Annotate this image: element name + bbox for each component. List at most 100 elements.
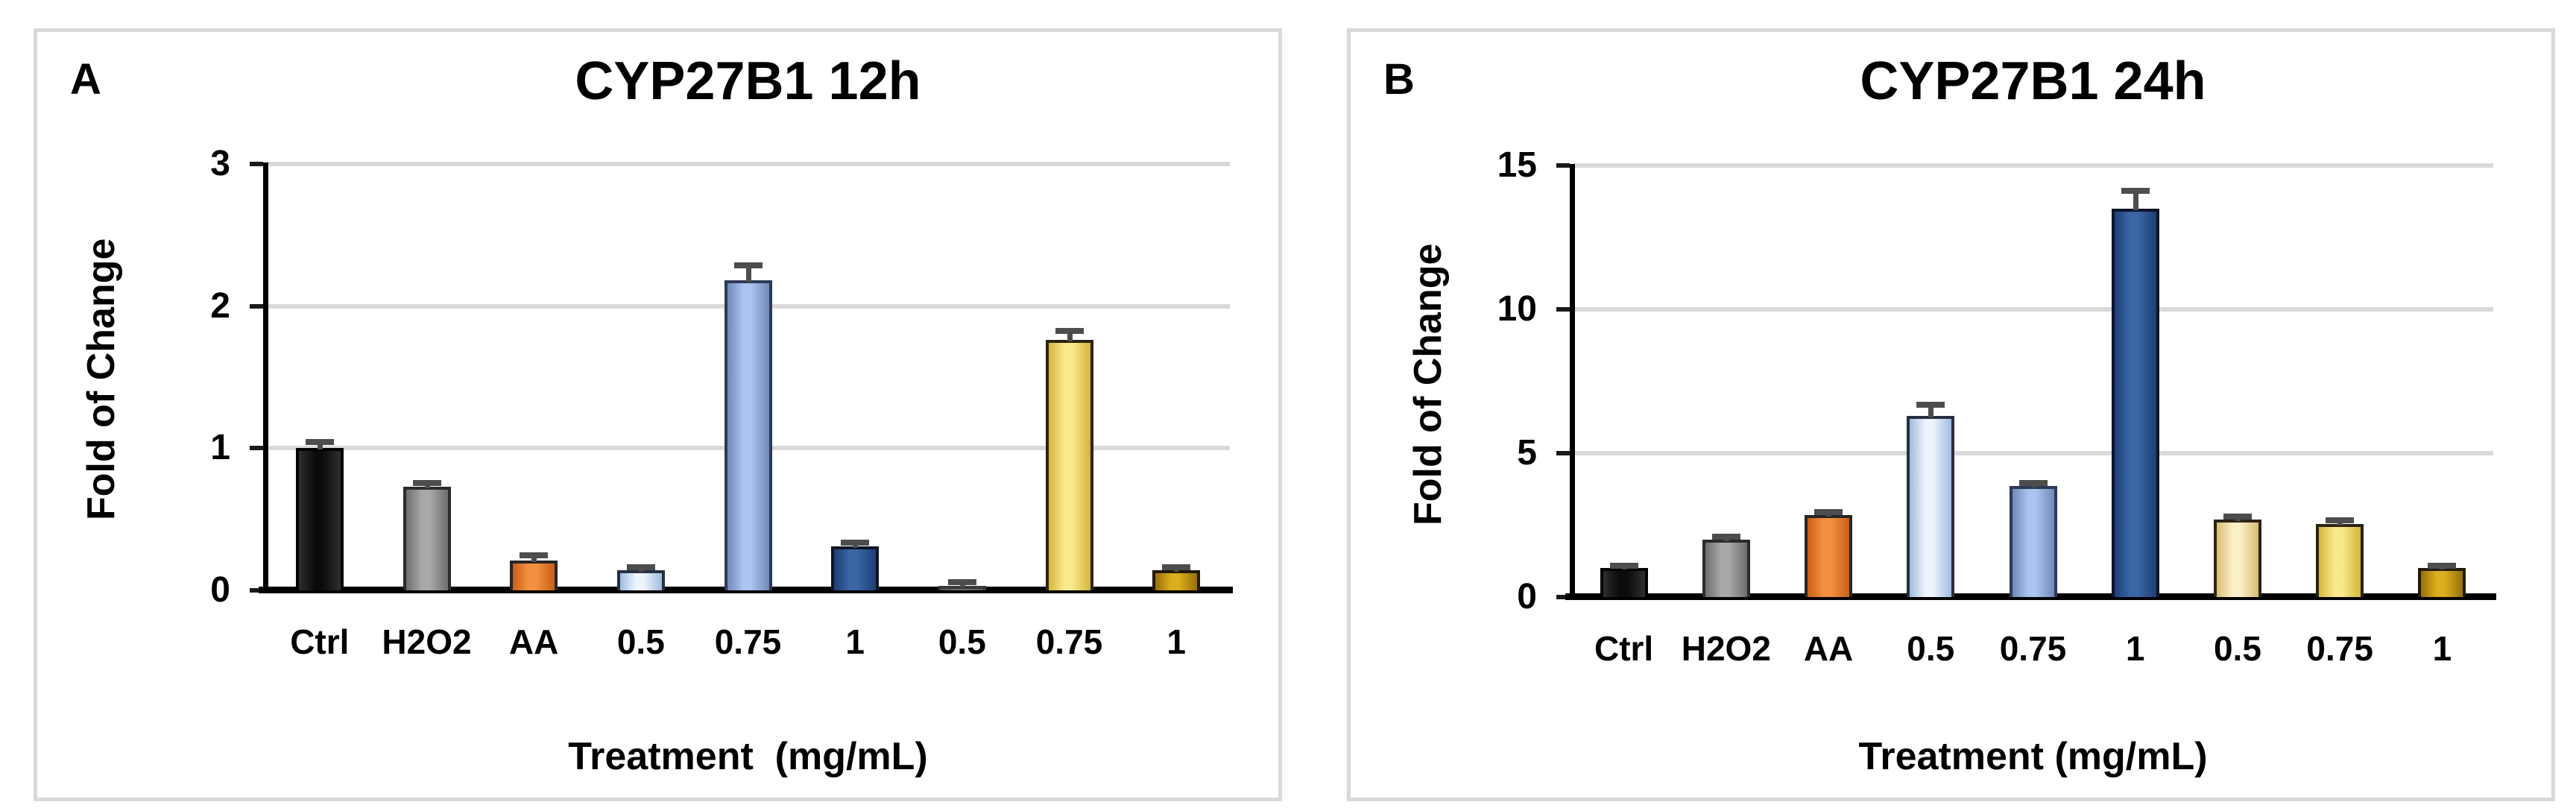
x-axis-title-b: Treatment (mg/mL) [1858,735,2208,778]
y-tick-label-15: 15 [1497,145,1537,185]
error-bar-cap [1162,564,1191,570]
error-bar-stem [1826,514,1832,517]
bar-9-1 [2418,568,2466,597]
x-axis-title-a: Treatment (mg/mL) [568,735,928,778]
x-tick-label-3: AA [508,622,559,661]
chart-title-b: CYP27B1 24h [1860,51,2206,111]
y-tick-0 [250,588,263,593]
error-bar-cap [1055,328,1084,334]
x-tick-label-1: Ctrl [290,622,350,661]
error-bar-cap [626,564,655,570]
error-bar-cap [1711,534,1740,540]
y-tick-label-10: 10 [1497,289,1537,329]
bar-3-aa [510,560,558,590]
error-bar-cap [2121,187,2150,194]
error-bar-cap [1609,563,1638,569]
x-tick-label-7: 0.5 [2213,629,2261,668]
y-tick-3 [250,162,263,166]
error-bar-cap [2018,479,2048,486]
error-bar-stem [1723,539,1729,541]
error-bar-cap [947,579,976,586]
x-tick-label-4: 0.5 [616,622,665,661]
gridline-10 [1573,307,2493,312]
y-axis-line [1570,164,1575,597]
y-tick-label-0: 0 [210,570,230,610]
y-axis-title-a: Fold of Change [80,238,123,521]
gridline-5 [1573,451,2493,455]
x-tick-label-6: 1 [2125,629,2145,668]
plot-area-a: 0 1 2 3 Ctrl H2O2 AA 0.5 0.75 1 0.5 0.75 1 [210,144,1233,661]
y-tick-label-3: 3 [210,144,230,183]
bar-2-h2o2 [402,486,451,590]
x-tick-label-4: 0.5 [1907,629,1955,668]
error-bar-cap [733,262,763,269]
error-bar-stem [853,545,859,548]
y-tick-2 [250,303,263,309]
bar-3-aa [1805,515,1853,597]
error-bar-cap [841,540,870,546]
error-bar-stem [1928,407,1934,417]
bar-1-ctrl [1600,568,1648,597]
x-tick-label-2: H2O2 [1681,629,1771,668]
y-tick-label-2: 2 [210,285,230,326]
error-bar-cap [1916,402,1945,408]
error-bar-cap [305,438,334,445]
x-tick-label-9: 1 [1167,622,1186,661]
error-bar-stem [1174,569,1180,572]
bar-6-1 [831,546,880,590]
error-bar-cap [2326,517,2355,523]
bar-8-0.75 [1045,340,1093,590]
x-tick-label-9: 1 [2432,629,2452,668]
bar-2-h2o2 [1702,539,1750,597]
error-bar-stem [2030,485,2036,488]
error-bar-cap [2223,513,2252,520]
panel-a-card: A CYP27B1 12h Fold of Change 0 1 2 3 Ctrl H2O… [34,28,1282,801]
y-tick-5 [1556,451,1570,455]
error-bar-cap [412,480,441,486]
y-tick-label-1: 1 [210,428,230,468]
error-bar-stem [638,569,644,572]
error-bar-cap [2428,563,2457,569]
bar-6-1 [2111,208,2159,597]
y-tick-1 [250,446,263,451]
y-tick-10 [1556,307,1570,312]
x-tick-label-6: 1 [845,622,865,661]
bar-4-0.5 [1907,415,1955,597]
gridline-15 [1573,163,2493,168]
bar-1-ctrl [295,448,344,590]
error-bar-stem [959,584,965,588]
x-tick-label-5: 0.75 [1999,629,2067,668]
x-tick-label-3: AA [1803,629,1854,668]
plot-area-b: 0 5 10 15 Ctrl H2O2 AA 0.5 0.75 1 0.5 0.75 1 [1497,145,2496,668]
error-bar-stem [2337,522,2343,525]
x-tick-label-2: H2O2 [382,622,472,661]
panel-label-b: B [1383,55,1415,104]
bar-4-0.5 [616,570,665,590]
error-bar-stem [424,485,430,488]
x-tick-label-1: Ctrl [1594,629,1654,668]
error-bar-stem [745,268,751,283]
y-tick-label-5: 5 [1517,433,1537,473]
x-tick-label-8: 0.75 [1035,622,1103,661]
y-tick-0 [1556,595,1570,599]
chart-title-a: CYP27B1 12h [575,51,921,111]
error-bar-stem [2133,192,2138,210]
x-tick-label-5: 0.75 [714,622,782,661]
error-bar-stem [2235,518,2241,521]
gridline-3 [266,162,1230,166]
panel-b-card: B CYP27B1 24h Fold of Change 0 5 10 15 Ctrl H… [1347,28,2555,801]
error-bar-stem [1067,333,1073,342]
error-bar-cap [520,552,549,559]
error-bar-stem [531,558,537,562]
y-tick-label-0: 0 [1517,577,1537,616]
x-tick-label-8: 0.75 [2306,629,2373,668]
bar-5-0.75 [724,280,772,590]
x-tick-label-7: 0.5 [938,622,986,661]
bar-5-0.75 [2009,486,2057,597]
error-bar-cap [1814,508,1843,515]
bar-8-0.75 [2316,523,2364,597]
y-axis-title-b: Fold of Change [1407,243,1450,526]
error-bar-stem [317,444,323,450]
y-axis-line [263,162,268,590]
bar-7-0.5 [2213,519,2261,597]
